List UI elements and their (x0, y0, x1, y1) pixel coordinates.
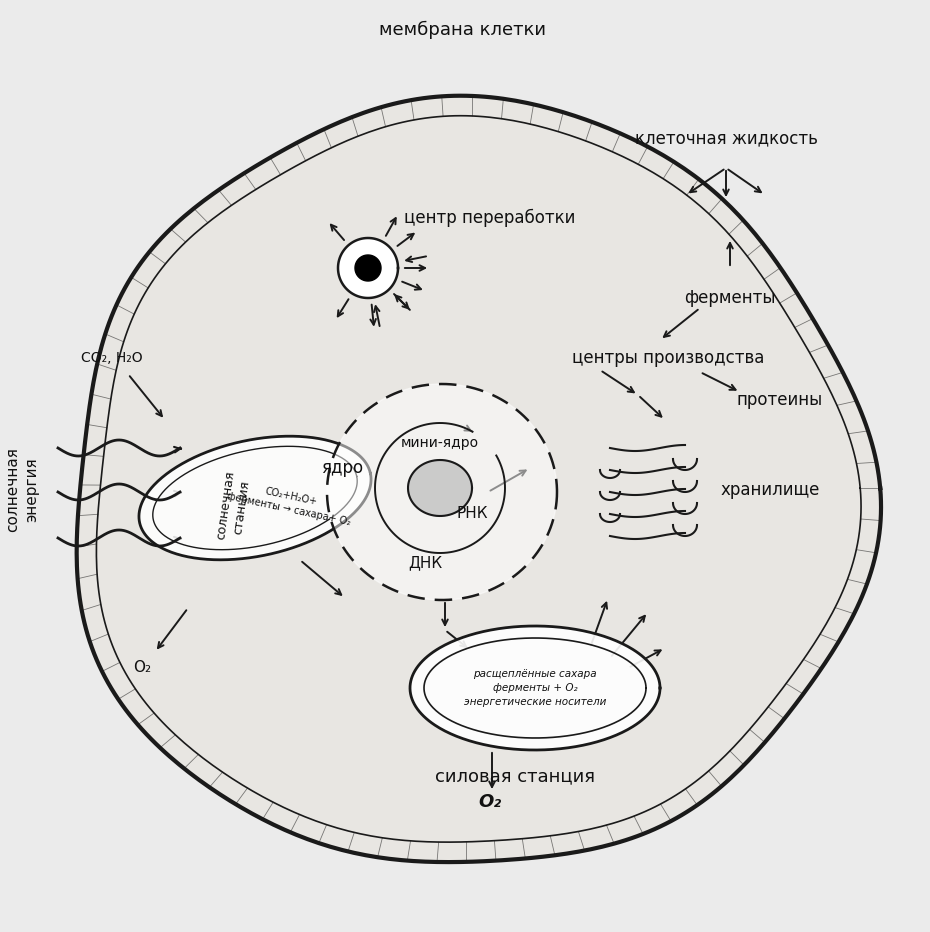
Text: силовая станция: силовая станция (435, 767, 595, 785)
Text: РНК: РНК (457, 505, 487, 520)
Text: центр переработки: центр переработки (405, 209, 576, 227)
Polygon shape (408, 460, 472, 516)
Text: протеины: протеины (737, 391, 823, 409)
Text: мини-ядро: мини-ядро (401, 436, 479, 450)
Text: O₂: O₂ (133, 661, 151, 676)
Text: солнечная
энергия: солнечная энергия (6, 447, 39, 532)
Polygon shape (410, 626, 660, 750)
Text: клеточная жидкость: клеточная жидкость (634, 129, 817, 147)
Text: CO₂, H₂O: CO₂, H₂O (81, 351, 143, 365)
Polygon shape (76, 96, 881, 862)
Polygon shape (139, 436, 371, 560)
Text: хранилище: хранилище (721, 481, 819, 499)
Text: центры производства: центры производства (572, 349, 764, 367)
Text: O₂: O₂ (478, 793, 501, 811)
Text: ферменты: ферменты (684, 289, 776, 307)
Polygon shape (338, 238, 398, 298)
Text: расщеплённые сахара
ферменты + O₂
энергетические носители: расщеплённые сахара ферменты + O₂ энерге… (464, 669, 606, 707)
Text: ядро: ядро (321, 459, 363, 477)
Text: ДНК: ДНК (408, 555, 442, 570)
Text: мембрана клетки: мембрана клетки (379, 21, 546, 39)
Text: солнечная
станция: солнечная станция (214, 470, 252, 542)
Polygon shape (355, 255, 381, 281)
Polygon shape (327, 384, 557, 600)
Text: CO₂+H₂O+
ферменты → сахара+ O₂: CO₂+H₂O+ ферменты → сахара+ O₂ (226, 479, 354, 528)
